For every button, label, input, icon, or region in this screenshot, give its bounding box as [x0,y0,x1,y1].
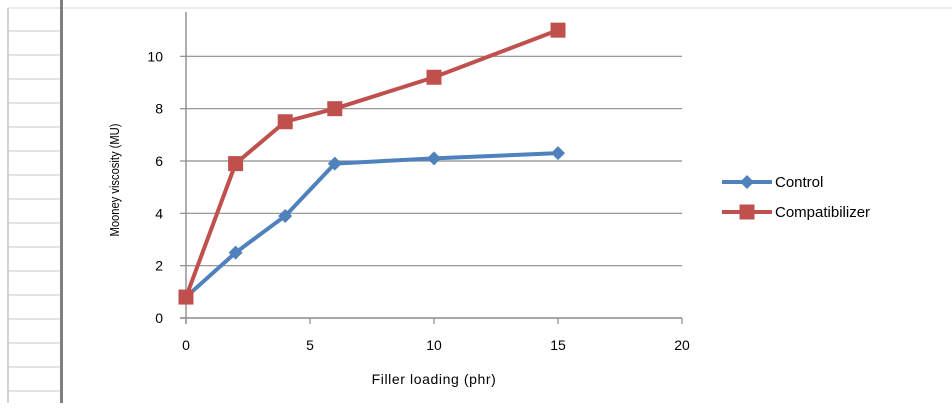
legend: Control Compatibilizer [722,174,870,221]
x-tick-label: 10 [426,337,442,353]
y-tick-label: 10 [147,48,163,64]
legend-label-compatibilizer: Compatibilizer [775,204,870,221]
x-axis-ticks: 0 5 10 15 20 [182,337,690,353]
y-axis-label: Mooney viscosity (MU) [107,124,122,237]
data-point-control [551,146,565,161]
legend-label-control: Control [775,174,823,191]
axes [180,12,683,324]
legend-marker-control [740,175,754,189]
data-point-control [228,245,243,260]
frame-vertical-bar [60,0,63,403]
data-point-compatibilizer [550,22,566,38]
y-axis-ticks: 0 2 4 6 8 10 [147,48,163,326]
data-point-control [327,156,342,171]
data-point-compatibilizer [327,101,343,117]
legend-item-control: Control [722,174,823,191]
y-tick-label: 4 [155,205,163,221]
series-compatibilizer [178,22,566,305]
x-tick-label: 5 [306,337,314,353]
legend-item-compatibilizer: Compatibilizer [722,204,870,221]
y-tick-label: 8 [155,101,163,117]
x-tick-label: 0 [182,337,190,353]
data-point-compatibilizer [228,156,244,172]
horizontal-gridlines [186,55,682,267]
left-frame [7,0,952,403]
y-tick-label: 6 [155,153,163,169]
x-axis-label: Filler loading (phr) [372,371,497,387]
data-point-compatibilizer [426,69,442,85]
data-point-control [278,208,293,223]
data-point-control [427,151,441,166]
y-tick-label: 0 [155,310,163,326]
y-tick-label: 2 [155,258,163,274]
data-point-compatibilizer [178,289,194,305]
x-tick-label: 15 [550,337,566,353]
series-line-control [184,151,559,299]
data-point-compatibilizer [277,114,293,130]
series-line-compatibilizer [184,28,559,298]
legend-marker-compatibilizer [739,204,755,220]
x-tick-label: 20 [674,337,690,353]
series-layer [178,22,566,305]
